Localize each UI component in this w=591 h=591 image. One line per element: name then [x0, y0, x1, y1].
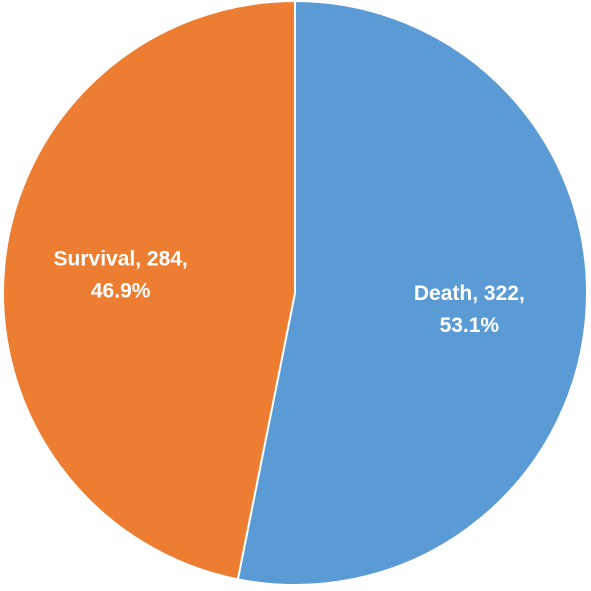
slice-label: 46.9% — [91, 279, 151, 302]
slice-label: 53.1% — [440, 314, 500, 337]
slice-label: Death, 322, — [414, 282, 525, 305]
pie-slice — [2, 0, 296, 581]
pie-slice — [236, 0, 588, 586]
slice-label: Survival, 284, — [54, 247, 188, 270]
